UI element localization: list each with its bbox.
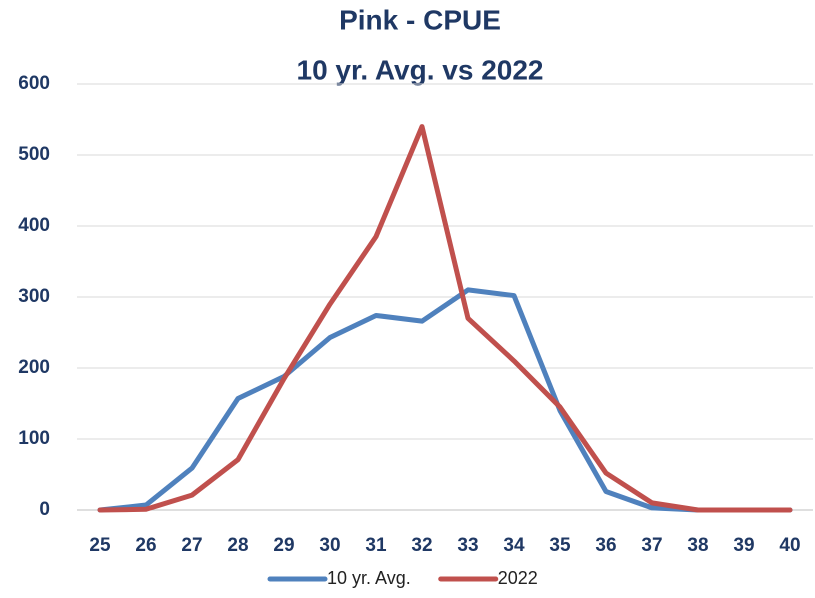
legend-label: 10 yr. Avg. [327, 568, 411, 588]
y-tick-label: 600 [18, 73, 50, 94]
x-tick-label: 27 [181, 535, 202, 556]
series-line [97, 287, 793, 513]
chart-title: Pink - CPUE [339, 4, 501, 35]
series-line [97, 124, 793, 513]
legend-label: 2022 [498, 568, 538, 588]
y-tick-label: 0 [39, 499, 50, 520]
x-tick-label: 34 [503, 535, 525, 556]
x-tick-label: 36 [595, 535, 616, 556]
x-tick-label: 40 [779, 535, 800, 556]
y-tick-label: 100 [18, 428, 50, 449]
y-tick-label: 400 [18, 215, 50, 236]
x-tick-label: 35 [549, 535, 571, 556]
x-tick-label: 31 [365, 535, 387, 556]
y-tick-label: 300 [18, 286, 50, 307]
y-tick-label: 500 [18, 144, 50, 165]
x-tick-label: 25 [89, 535, 111, 556]
x-tick-label: 38 [687, 535, 708, 556]
chart-subtitle: 10 yr. Avg. vs 2022 [297, 54, 544, 85]
x-tick-label: 29 [273, 535, 294, 556]
x-tick-label: 26 [135, 535, 156, 556]
x-tick-label: 33 [457, 535, 478, 556]
x-tick-label: 32 [411, 535, 432, 556]
x-tick-label: 39 [733, 535, 754, 556]
x-tick-label: 30 [319, 535, 340, 556]
x-tick-label: 28 [227, 535, 248, 556]
y-tick-label: 200 [18, 357, 50, 378]
x-tick-label: 37 [641, 535, 662, 556]
